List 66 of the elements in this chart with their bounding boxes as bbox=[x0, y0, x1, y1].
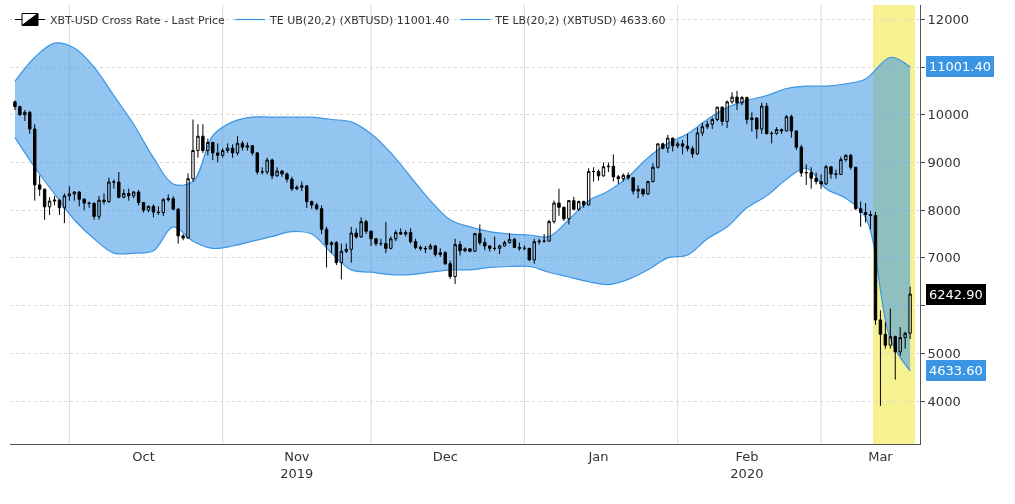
line-series bbox=[14, 137, 911, 372]
candlestick bbox=[413, 238, 418, 250]
candlestick bbox=[878, 309, 883, 407]
candlestick bbox=[596, 169, 601, 182]
y-tick-label: 10000 bbox=[927, 107, 969, 123]
candlestick bbox=[542, 233, 546, 244]
candlestick bbox=[47, 196, 52, 216]
candlestick bbox=[586, 167, 591, 206]
candlestick bbox=[151, 203, 156, 218]
candlestick bbox=[57, 198, 62, 216]
annotation: 6242.90 bbox=[929, 287, 983, 302]
candlestick bbox=[408, 227, 413, 245]
legend-label: TE UB(20,2) (XBTUSD) 11001.40 bbox=[269, 13, 450, 27]
candlestick bbox=[112, 179, 116, 190]
candlestick bbox=[611, 153, 616, 183]
candlestick bbox=[423, 245, 428, 254]
candlestick bbox=[136, 189, 141, 206]
candlestick bbox=[492, 235, 497, 252]
candlestick bbox=[314, 202, 319, 211]
annotation: 4633.60 bbox=[929, 363, 983, 378]
annotation: 11001.40 bbox=[929, 59, 992, 74]
candlestick bbox=[220, 147, 225, 159]
candlestick bbox=[517, 242, 522, 252]
candlestick bbox=[601, 161, 606, 178]
y-tick-label: 4000 bbox=[927, 393, 961, 409]
x-tick-label: Dec bbox=[432, 448, 458, 464]
candlestick bbox=[379, 238, 383, 247]
candlestick bbox=[324, 226, 329, 268]
candlestick bbox=[329, 240, 334, 254]
candlestick bbox=[418, 245, 423, 252]
candlestick bbox=[235, 135, 240, 156]
candlestick bbox=[240, 140, 245, 152]
candlestick bbox=[774, 126, 779, 136]
candlestick bbox=[868, 210, 873, 230]
y-tick-label: 5000 bbox=[927, 345, 961, 361]
x-tick-label: Nov 2019 bbox=[280, 448, 314, 481]
candlestick bbox=[680, 139, 685, 155]
line-series bbox=[14, 42, 911, 238]
x-tick-label: Feb 2020 bbox=[730, 448, 764, 481]
candlestick bbox=[497, 244, 502, 255]
candlestick bbox=[339, 243, 344, 280]
candlestick bbox=[779, 128, 784, 135]
candlestick bbox=[507, 232, 512, 245]
candlestick bbox=[690, 145, 695, 159]
candlestick bbox=[789, 114, 794, 139]
candlestick bbox=[502, 240, 507, 247]
candlestick bbox=[433, 244, 438, 257]
candlestick bbox=[863, 202, 868, 224]
legend-label: TE LB(20,2) (XBTUSD) 4633.60 bbox=[494, 13, 666, 27]
legend-label: XBT-USD Cross Rate - Last Price bbox=[50, 13, 226, 27]
candlestick bbox=[700, 122, 705, 137]
candlestick bbox=[141, 201, 146, 214]
candlestick bbox=[161, 197, 166, 217]
candlestick bbox=[230, 143, 235, 159]
candlestick bbox=[319, 204, 324, 235]
y-tick-label: 9000 bbox=[927, 155, 961, 171]
x-tick-label: Jan bbox=[587, 448, 609, 464]
candlestick bbox=[784, 114, 789, 132]
x-tick-label: Oct bbox=[132, 448, 155, 464]
candlestick bbox=[695, 127, 700, 156]
y-tick-label: 8000 bbox=[927, 202, 961, 218]
y-tick-label: 12000 bbox=[927, 11, 969, 27]
x-tick-label: Mar bbox=[868, 448, 894, 464]
candlestick bbox=[225, 142, 230, 154]
y-tick-label: 7000 bbox=[927, 250, 961, 266]
candlestick bbox=[685, 133, 690, 152]
